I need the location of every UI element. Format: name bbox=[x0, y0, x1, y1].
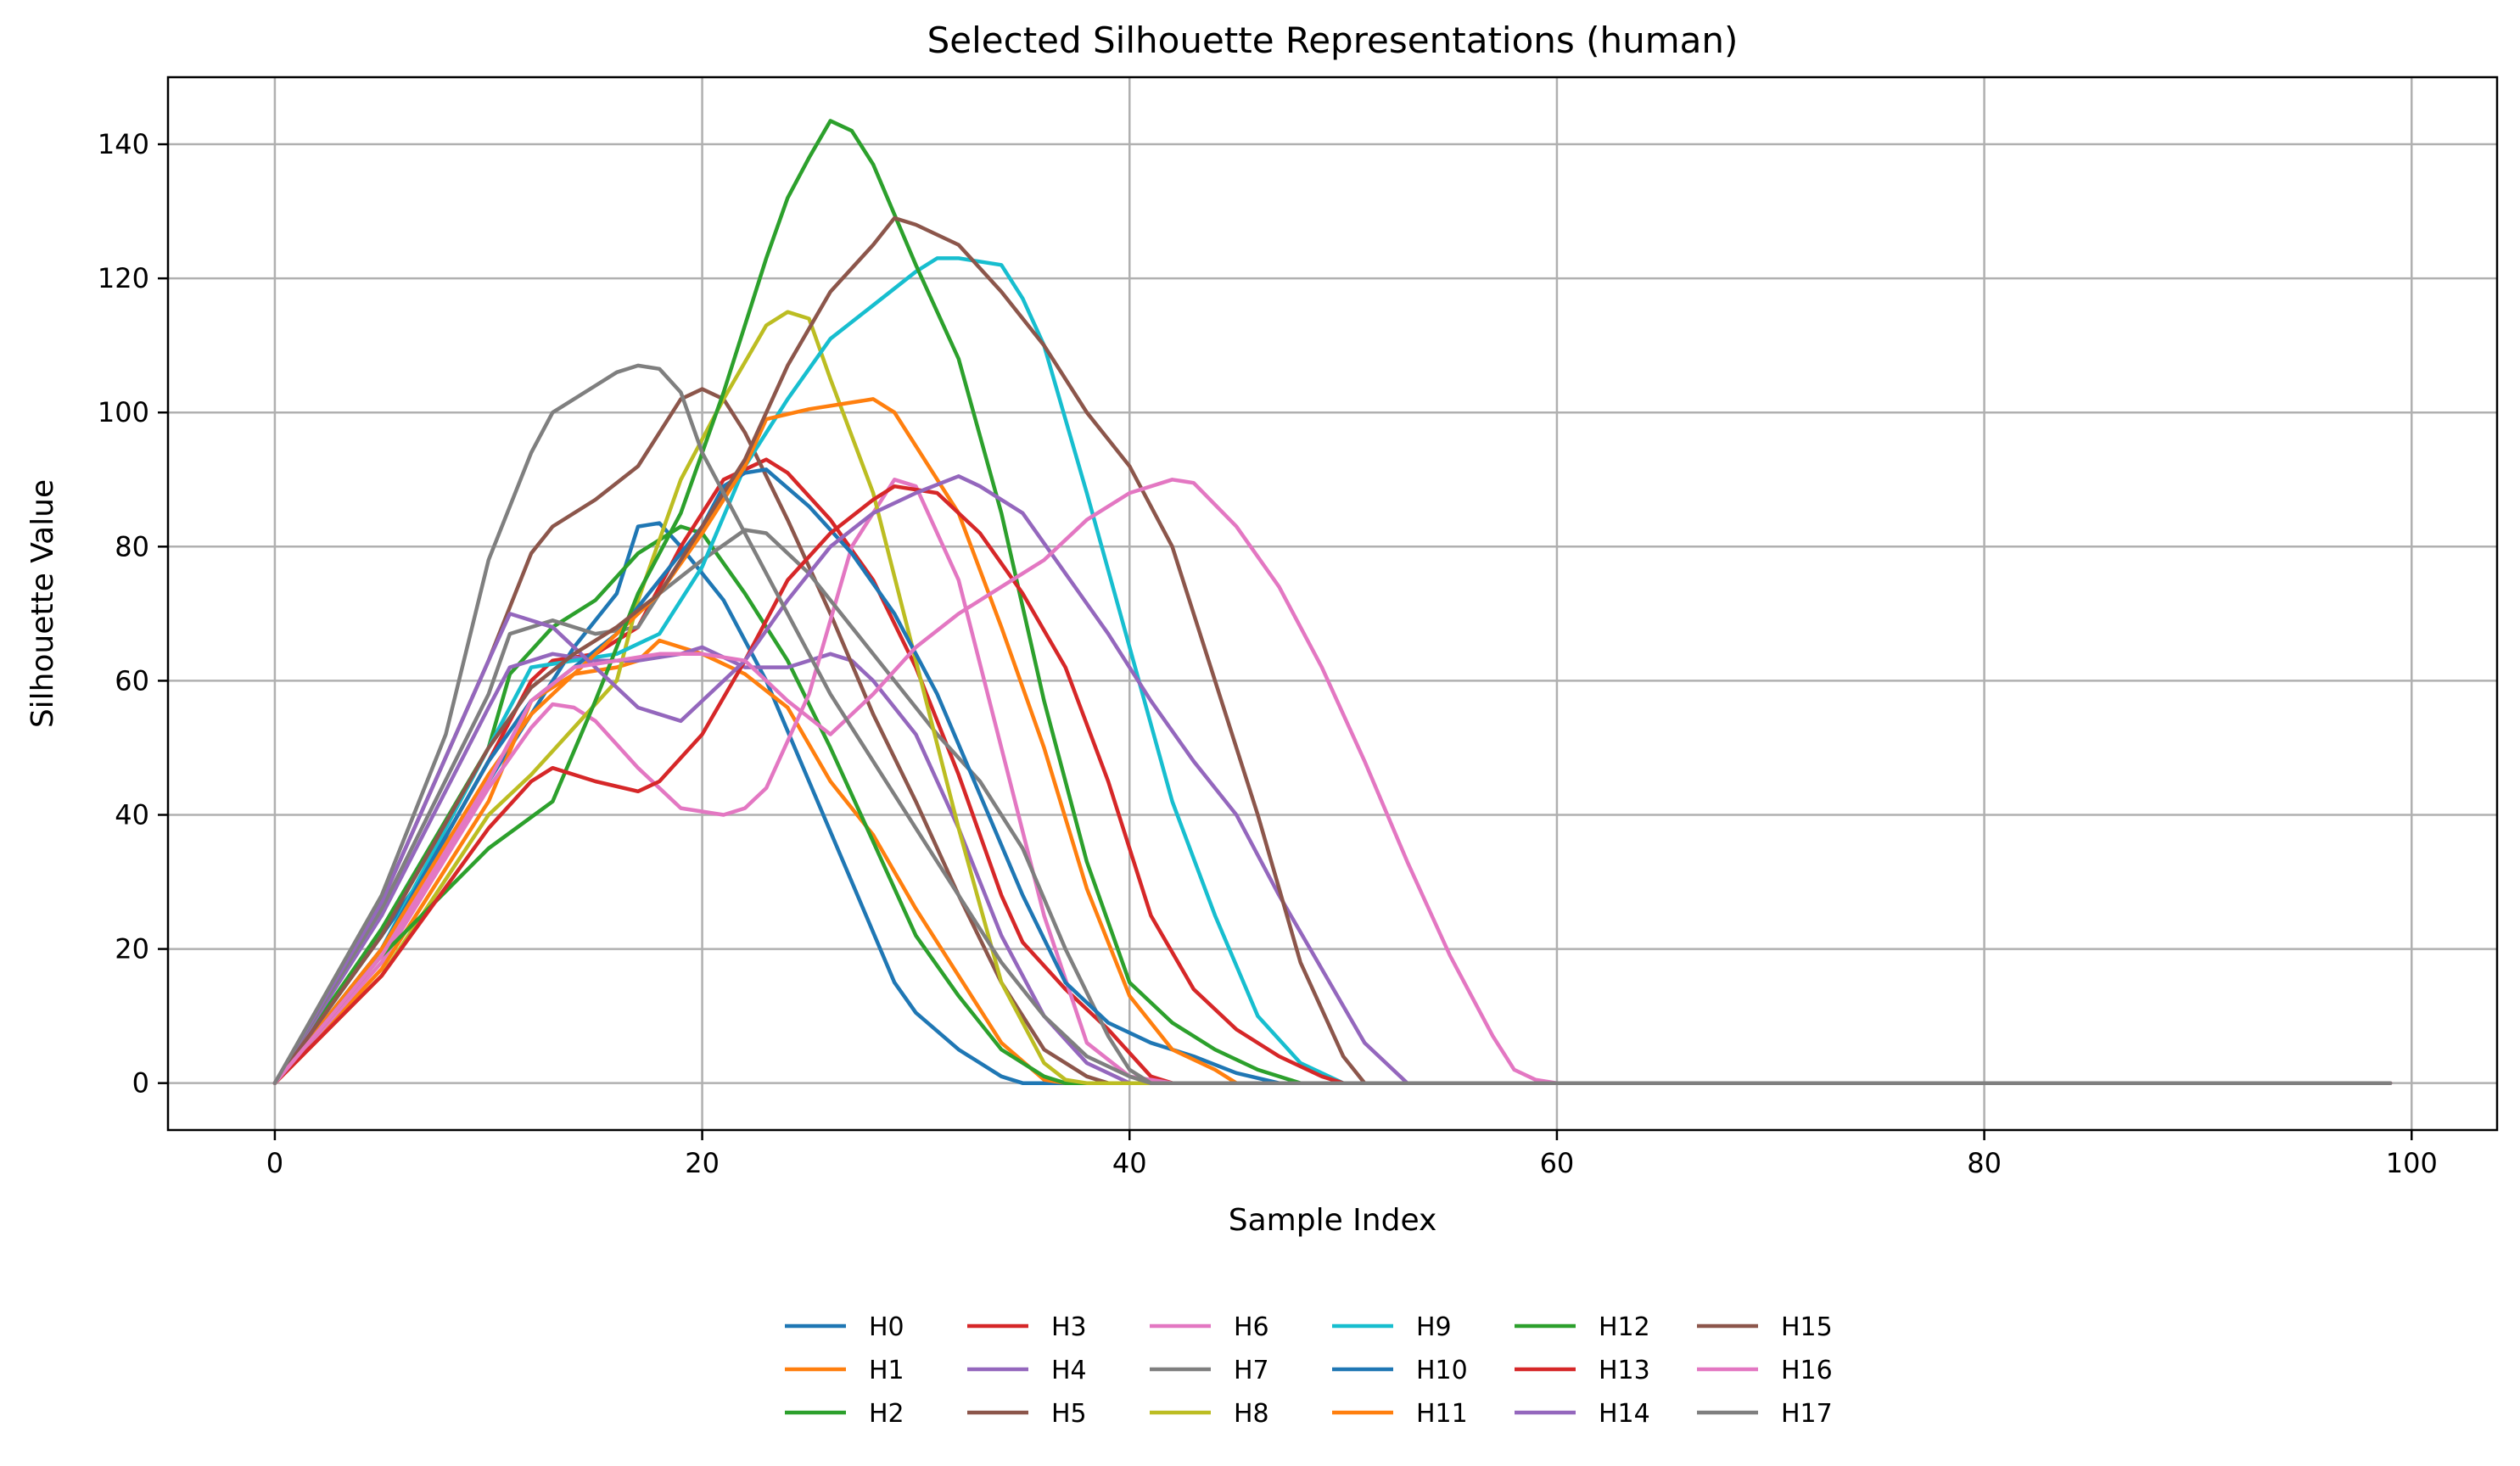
x-tick-label: 80 bbox=[1967, 1147, 2002, 1179]
grid-lines bbox=[168, 77, 2497, 1130]
series-lines bbox=[272, 119, 2393, 1085]
y-tick-label: 0 bbox=[132, 1067, 149, 1100]
legend-label: H6 bbox=[1234, 1312, 1269, 1342]
x-tick-label: 20 bbox=[685, 1147, 720, 1179]
legend-item: H13 bbox=[1515, 1356, 1650, 1385]
legend-label: H14 bbox=[1599, 1399, 1650, 1429]
legend-label: H15 bbox=[1781, 1312, 1833, 1342]
legend-item: H7 bbox=[1150, 1356, 1269, 1385]
series-line-h5 bbox=[272, 387, 2393, 1085]
legend-label: H10 bbox=[1416, 1356, 1468, 1385]
y-tick-label: 120 bbox=[98, 262, 149, 294]
series-line-h0 bbox=[272, 521, 2393, 1085]
y-axis-label: Silhouette Value bbox=[25, 479, 60, 728]
legend-item: H16 bbox=[1697, 1356, 1833, 1385]
legend-label: H9 bbox=[1416, 1312, 1452, 1342]
legend-label: H17 bbox=[1781, 1399, 1833, 1429]
y-tick-label: 140 bbox=[98, 128, 149, 160]
legend-item: H11 bbox=[1332, 1399, 1468, 1429]
legend-item: H12 bbox=[1515, 1312, 1650, 1342]
series-line-h11 bbox=[272, 397, 2393, 1085]
legend-item: H14 bbox=[1515, 1399, 1650, 1429]
legend-label: H8 bbox=[1234, 1399, 1269, 1429]
legend-label: H5 bbox=[1051, 1399, 1087, 1429]
x-tick-label: 0 bbox=[266, 1147, 283, 1179]
legend-item: H0 bbox=[785, 1312, 904, 1342]
y-tick-label: 40 bbox=[115, 798, 149, 831]
legend-item: H5 bbox=[967, 1399, 1087, 1429]
series-line-h16 bbox=[272, 478, 2393, 1085]
legend-label: H3 bbox=[1051, 1312, 1087, 1342]
series-line-h8 bbox=[272, 310, 2393, 1085]
legend-item: H3 bbox=[967, 1312, 1087, 1342]
y-tick-label: 20 bbox=[115, 933, 149, 965]
series-line-h4 bbox=[272, 645, 2393, 1085]
chart-title: Selected Silhouette Representations (hum… bbox=[927, 20, 1739, 61]
series-line-h14 bbox=[272, 474, 2393, 1085]
y-tick-label: 100 bbox=[98, 396, 149, 428]
legend: H0 H1 H2 H3 H4 H5 H6 H7 H8 H9 H10 H11 H12 H13 H14 H15 H1… bbox=[785, 1312, 1833, 1429]
series-line-h17 bbox=[272, 363, 2393, 1085]
legend-item: H8 bbox=[1150, 1399, 1269, 1429]
legend-item: H2 bbox=[785, 1399, 904, 1429]
legend-item: H15 bbox=[1697, 1312, 1833, 1342]
legend-label: H13 bbox=[1599, 1356, 1650, 1385]
series-line-h2 bbox=[272, 524, 2393, 1085]
series-line-h15 bbox=[272, 215, 2393, 1085]
legend-label: H4 bbox=[1051, 1356, 1087, 1385]
legend-label: H7 bbox=[1234, 1356, 1269, 1385]
legend-label: H11 bbox=[1416, 1399, 1468, 1429]
series-line-h12 bbox=[272, 119, 2393, 1085]
plot-frame bbox=[166, 76, 2499, 1132]
x-tick-label: 40 bbox=[1112, 1147, 1147, 1179]
legend-label: H2 bbox=[869, 1399, 904, 1429]
legend-item: H6 bbox=[1150, 1312, 1269, 1342]
y-tick-label: 80 bbox=[115, 530, 149, 562]
series-line-h7 bbox=[272, 528, 2393, 1085]
legend-label: H1 bbox=[869, 1356, 904, 1385]
legend-item: H10 bbox=[1332, 1356, 1468, 1385]
y-tick-label: 60 bbox=[115, 664, 149, 697]
legend-label: H16 bbox=[1781, 1356, 1833, 1385]
x-axis-label: Sample Index bbox=[1229, 1203, 1437, 1238]
legend-item: H1 bbox=[785, 1356, 904, 1385]
legend-label: H12 bbox=[1599, 1312, 1650, 1342]
x-tick-label: 100 bbox=[2386, 1147, 2438, 1179]
series-line-h13 bbox=[272, 484, 2393, 1085]
axis-ticks: 0 20 40 60 80 100 0 20 40 60 80 100 120 140 bbox=[98, 128, 2438, 1179]
legend-item: H17 bbox=[1697, 1399, 1833, 1429]
x-tick-label: 60 bbox=[1540, 1147, 1575, 1179]
legend-item: H4 bbox=[967, 1356, 1087, 1385]
series-line-h3 bbox=[272, 457, 2393, 1085]
legend-label: H0 bbox=[869, 1312, 904, 1342]
series-line-h6 bbox=[272, 478, 2393, 1085]
legend-item: H9 bbox=[1332, 1312, 1452, 1342]
